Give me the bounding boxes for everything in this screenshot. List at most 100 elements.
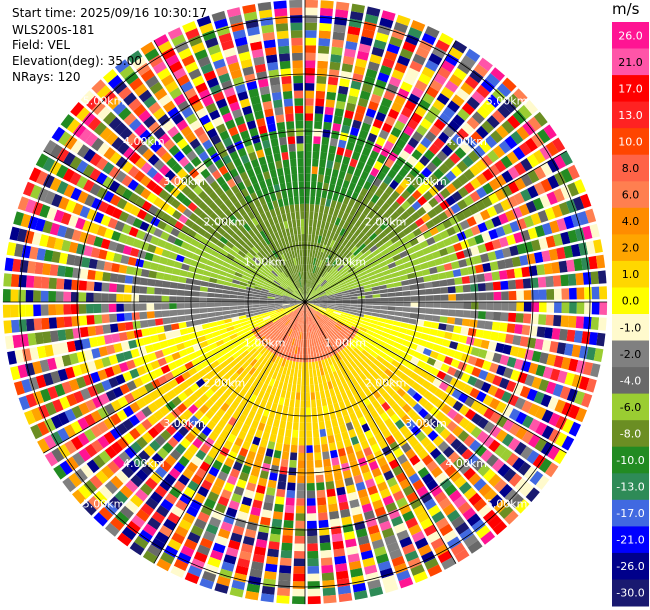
velocity-gate [346, 223, 354, 232]
velocity-gate [310, 196, 316, 205]
velocity-gate [595, 254, 606, 269]
velocity-gate [347, 243, 355, 252]
velocity-gate [475, 329, 484, 338]
velocity-gate [331, 270, 339, 277]
velocity-gate [489, 261, 499, 271]
velocity-gate [402, 307, 411, 313]
velocity-gate [462, 310, 471, 318]
velocity-gate [428, 53, 443, 66]
velocity-gate [367, 271, 376, 277]
velocity-gate [384, 50, 398, 62]
velocity-gate [379, 309, 388, 315]
velocity-gate [379, 289, 388, 294]
velocity-gate [510, 130, 524, 145]
velocity-gate [527, 169, 540, 184]
colorbar-tick: -6.0 [620, 401, 641, 414]
velocity-gate [325, 311, 333, 316]
velocity-gate [477, 243, 487, 254]
velocity-gate [445, 270, 454, 279]
velocity-gate [305, 300, 313, 302]
velocity-gate [318, 243, 324, 252]
velocity-gate [320, 269, 326, 277]
velocity-gate [528, 418, 541, 432]
velocity-gate [356, 136, 366, 147]
velocity-gate [502, 344, 512, 355]
velocity-gate [500, 312, 509, 322]
velocity-gate [521, 360, 532, 373]
velocity-gate [496, 415, 508, 428]
velocity-gate [554, 302, 562, 313]
velocity-gate [478, 292, 487, 301]
velocity-gate [319, 22, 332, 32]
velocity-gate [349, 309, 358, 313]
velocity-gate [369, 319, 378, 325]
velocity-gate [439, 316, 448, 324]
velocity-gate [327, 295, 335, 299]
velocity-gate [414, 105, 427, 118]
velocity-gate [575, 316, 585, 329]
velocity-gate [327, 305, 335, 308]
velocity-gate [368, 274, 377, 281]
velocity-gate [447, 100, 460, 113]
velocity-gate [402, 312, 411, 318]
velocity-gate [469, 387, 480, 399]
velocity-gate [305, 302, 313, 304]
velocity-gate [430, 273, 440, 281]
velocity-gate [488, 164, 501, 177]
velocity-gate [323, 175, 331, 184]
velocity-gate [349, 293, 358, 297]
velocity-gate [497, 83, 512, 98]
velocity-gate [305, 105, 314, 114]
velocity-gate [355, 315, 364, 321]
velocity-gate [340, 247, 348, 255]
velocity-gate [551, 328, 561, 340]
velocity-gate [319, 303, 328, 306]
velocity-gate [365, 302, 373, 305]
velocity-gate [320, 299, 328, 302]
velocity-gate [427, 208, 438, 219]
velocity-gate [334, 217, 342, 226]
velocity-gate [467, 265, 477, 275]
velocity-gate [364, 332, 373, 340]
velocity-gate [394, 216, 404, 226]
velocity-gate [588, 332, 598, 346]
velocity-gate [446, 245, 456, 254]
velocity-gate [342, 302, 351, 304]
velocity-gate [309, 204, 315, 212]
velocity-gate [412, 228, 423, 237]
velocity-gate [362, 317, 371, 323]
velocity-gate [319, 251, 324, 260]
velocity-gate [332, 233, 339, 242]
velocity-gate [509, 346, 520, 357]
velocity-gate [387, 262, 397, 269]
velocity-gate [413, 351, 423, 360]
velocity-gate [499, 322, 508, 332]
velocity-gate [516, 243, 527, 255]
velocity-gate [355, 283, 364, 288]
velocity-gate [316, 258, 321, 267]
velocity-gate [428, 197, 439, 208]
velocity-gate [312, 158, 319, 167]
velocity-gate [556, 218, 567, 232]
velocity-gate [340, 163, 349, 173]
velocity-gate [309, 211, 314, 220]
colorbar-tick: -21.0 [616, 534, 644, 547]
velocity-gate [447, 120, 460, 133]
velocity-gate [501, 170, 514, 183]
velocity-gate [449, 234, 460, 244]
velocity-gate [305, 45, 316, 53]
velocity-gate [309, 289, 314, 296]
velocity-gate [568, 421, 581, 437]
velocity-gate [439, 230, 450, 240]
velocity-gate [369, 245, 378, 253]
velocity-gate [347, 253, 356, 262]
velocity-gate [319, 296, 328, 299]
velocity-gate [381, 202, 390, 212]
velocity-gate [519, 385, 531, 399]
velocity-gate [382, 269, 391, 276]
velocity-gate [465, 48, 481, 63]
velocity-gate [429, 350, 439, 360]
velocity-gate [410, 290, 419, 296]
velocity-gate [443, 157, 456, 170]
velocity-gate [380, 306, 388, 310]
